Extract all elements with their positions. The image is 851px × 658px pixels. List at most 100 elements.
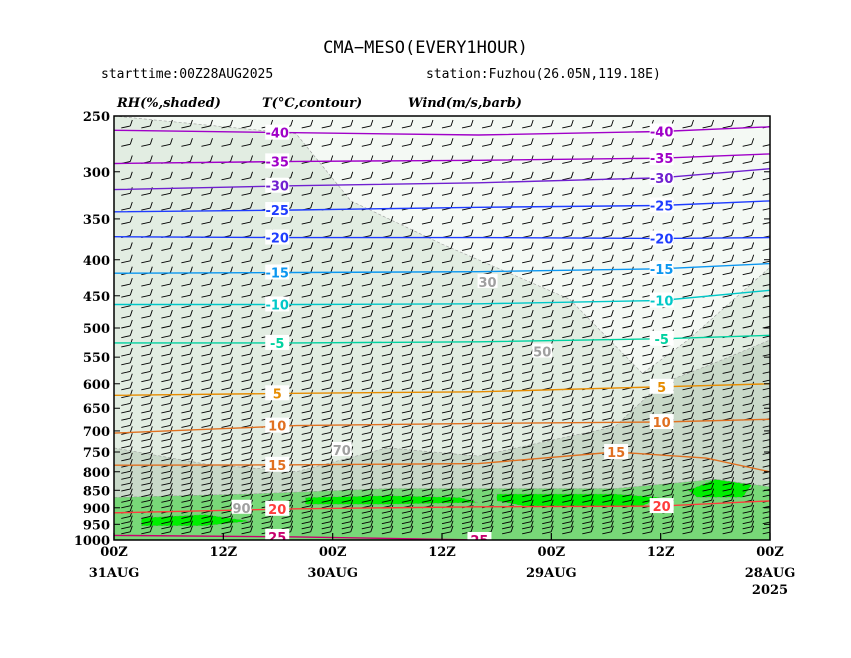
wind-barb-shaft — [181, 424, 191, 428]
wind-barb-flag — [610, 488, 614, 495]
wind-barb-shaft — [542, 294, 552, 298]
wind-barb-flag — [731, 412, 735, 419]
wind-barb-flag — [330, 365, 334, 372]
wind-barb — [281, 373, 294, 383]
wind-barb-flag — [711, 452, 715, 459]
wind-barb-flag — [630, 482, 634, 490]
wind-barb-shaft — [542, 221, 552, 225]
wind-barb-shaft — [622, 458, 632, 462]
wind-barb — [562, 389, 574, 399]
wind-barb — [762, 516, 770, 519]
wind-barb — [361, 404, 374, 414]
wind-barb-shaft — [181, 452, 191, 455]
wind-barb-flag — [390, 319, 394, 327]
wind-barb-shaft — [121, 445, 131, 449]
wind-barb-shaft — [502, 521, 512, 525]
wind-barb-flag — [550, 494, 554, 501]
wind-barb — [662, 439, 674, 449]
wind-barb-shaft — [742, 410, 752, 414]
wind-barb-shaft — [461, 221, 472, 225]
wind-barb-flag — [470, 433, 474, 440]
wind-barb — [481, 439, 494, 449]
wind-barb-flag — [490, 242, 494, 249]
wind-barb-shaft — [421, 516, 432, 519]
wind-barb-flag — [129, 446, 133, 453]
wind-barb-shaft — [381, 445, 391, 449]
wind-barb-shaft — [522, 370, 532, 374]
wind-barb-flag — [691, 309, 694, 317]
wind-barb-flag — [671, 477, 674, 484]
wind-barb-flag — [751, 138, 755, 145]
wind-barb-flag — [470, 215, 474, 223]
wind-barb-shaft — [301, 260, 311, 264]
wind-barb — [622, 119, 634, 129]
wind-barb-flag — [610, 319, 614, 327]
wind-barb — [141, 482, 153, 492]
wind-barb-flag — [570, 525, 574, 532]
wind-barb-shaft — [682, 445, 692, 449]
wind-barb — [161, 242, 173, 251]
wind-barb-flag — [410, 412, 414, 419]
wind-barb-flag — [330, 419, 334, 426]
wind-barb-shaft — [381, 362, 391, 366]
wind-barb — [762, 335, 770, 339]
wind-barb-flag — [350, 373, 354, 380]
wind-barb-flag — [610, 187, 614, 194]
wind-barb-shaft — [441, 510, 452, 514]
wind-barb — [281, 477, 294, 486]
wind-barb-shaft — [702, 510, 712, 514]
wind-barb-flag — [671, 515, 674, 522]
wind-barb — [181, 397, 193, 406]
wind-barb — [441, 433, 454, 442]
wind-barb-flag — [430, 520, 434, 527]
wind-barb-flag — [510, 426, 514, 433]
wind-barb — [602, 373, 614, 383]
wind-barb — [582, 347, 594, 357]
wind-barb-flag — [350, 356, 354, 363]
wind-barb-shaft — [682, 494, 692, 498]
wind-barb-shaft — [141, 431, 151, 435]
wind-barb-shaft — [642, 192, 652, 196]
wind-barb-flag — [751, 505, 755, 512]
wind-barb-shaft — [441, 294, 452, 298]
wind-barb — [602, 242, 614, 251]
wind-barb-flag — [510, 356, 514, 363]
wind-barb — [502, 319, 514, 329]
wind-barb — [542, 319, 554, 329]
wind-barb-flag — [189, 439, 193, 447]
wind-barb-flag — [490, 319, 494, 327]
wind-barb — [241, 515, 253, 525]
wind-barb-shaft — [461, 510, 472, 514]
wind-barb-shaft — [201, 516, 211, 519]
contour-label-bg — [649, 498, 674, 514]
wind-barb — [662, 215, 674, 225]
wind-barb-flag — [370, 494, 374, 501]
wind-barb — [662, 138, 674, 147]
wind-barb-flag — [691, 452, 694, 459]
wind-barb-flag — [210, 499, 213, 506]
wind-barb-shaft — [542, 510, 552, 514]
wind-barb-shaft — [121, 488, 131, 492]
wind-barb-flag — [370, 426, 374, 433]
wind-barb-flag — [230, 138, 233, 145]
wind-barb — [121, 482, 133, 492]
wind-barb-flag — [610, 433, 614, 440]
wind-barb-shaft — [421, 470, 432, 474]
wind-barb-shaft — [421, 315, 432, 319]
wind-barb — [141, 309, 153, 319]
wind-barb-flag — [530, 329, 534, 336]
wind-barb-flag — [772, 278, 774, 284]
wind-barb — [582, 242, 594, 251]
wind-barb — [582, 477, 594, 486]
wind-barb — [461, 381, 474, 391]
wind-barb-flag — [590, 446, 594, 453]
wind-barb — [121, 397, 133, 406]
wind-barb — [481, 329, 494, 339]
wind-barb — [562, 525, 574, 535]
wind-barb-flag — [169, 138, 173, 145]
wind-barb — [161, 397, 173, 406]
wind-barb — [141, 138, 153, 147]
wind-barb — [401, 381, 414, 391]
wind-barb-flag — [390, 426, 394, 433]
wind-barb-flag — [751, 482, 755, 490]
